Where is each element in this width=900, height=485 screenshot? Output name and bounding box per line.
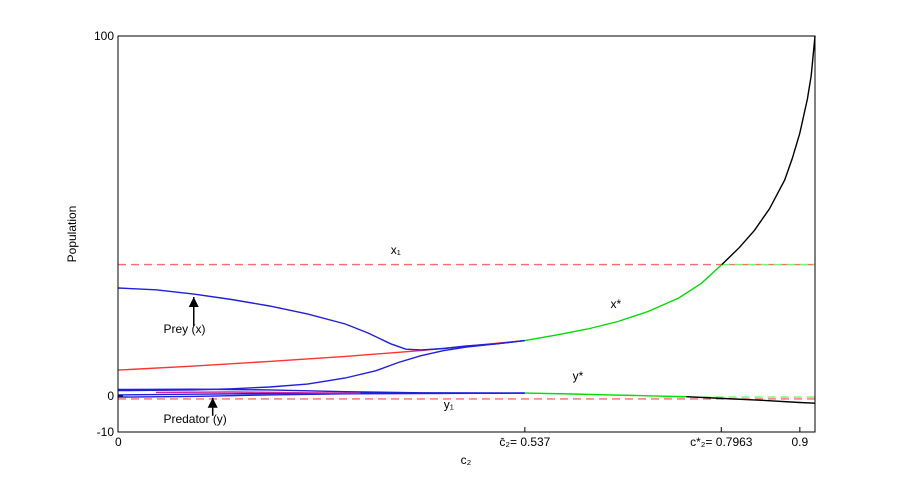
series-line-5 — [117, 339, 525, 371]
y-tick-label: -10 — [97, 425, 115, 439]
x-tick-label: 0 — [115, 435, 122, 449]
annotation-label: y* — [573, 369, 584, 383]
series-line-12 — [524, 264, 723, 342]
annotation-layer: x₁ x* y* y₁ Prey (x) Predator (y) — [163, 243, 621, 426]
y-tick-label: 100 — [94, 29, 114, 43]
annotation-arrow-1 — [188, 297, 199, 326]
arrow-layer — [188, 297, 218, 416]
series-line-13 — [524, 392, 687, 398]
annotation-label: x₁ — [391, 243, 401, 257]
series-line-7 — [117, 339, 525, 392]
series-line-11 — [155, 391, 361, 394]
x-tick-label: 0.9 — [792, 435, 809, 449]
series-layer — [117, 35, 816, 404]
y-axis-label: Population — [65, 206, 79, 263]
y-tick-label: 0 — [107, 389, 114, 403]
plot-frame — [117, 35, 816, 433]
series-line-6 — [117, 287, 525, 351]
annotation-label: y₁ — [444, 398, 454, 412]
series-line-15 — [686, 396, 816, 404]
annotation-label: Prey (x) — [163, 322, 205, 336]
annotation-arrow-2 — [207, 397, 218, 416]
x-tick-label: c*₂= 0.7963 — [690, 435, 753, 449]
series-line-14 — [721, 35, 816, 266]
x-tick-label: c̄₂= 0.537 — [499, 435, 550, 449]
annotation-label: x* — [610, 297, 621, 311]
annotation-label: Predator (y) — [163, 412, 226, 426]
series-line-10 — [117, 392, 525, 398]
x-axis-label: c₂ — [461, 453, 472, 467]
